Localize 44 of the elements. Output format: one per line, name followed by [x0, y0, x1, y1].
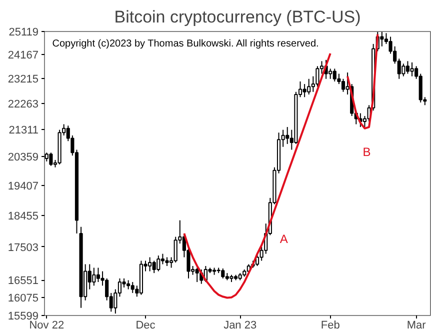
candlestick [195, 267, 199, 283]
annotation: Copyright (c)2023 by Thomas Bulkowski. All rights reserved. [52, 38, 319, 50]
candlestick [302, 84, 306, 98]
y-tick-label: 17503 [8, 242, 39, 254]
y-tick-label: 18455 [8, 210, 39, 222]
candlestick [410, 62, 414, 77]
y-tick-label: 24167 [8, 50, 39, 62]
candlestick [92, 267, 96, 286]
candlestick [49, 152, 53, 166]
candlestick [332, 68, 336, 82]
candlestick [316, 66, 320, 88]
candlestick [406, 60, 410, 74]
y-tick-label: 23215 [8, 73, 39, 86]
candlestick [402, 63, 406, 77]
x-tick-label: Nov 22 [29, 320, 64, 332]
x-tick-label: Feb [320, 320, 340, 332]
line-series [183, 52, 332, 299]
line-series [346, 33, 379, 130]
candlestick [328, 68, 332, 80]
chart-title: Bitcoin cryptocurrency (BTC-US) [114, 8, 361, 26]
annotation: B [362, 145, 371, 160]
candlestick [221, 268, 225, 279]
y-tick-label: 25119 [8, 26, 39, 38]
x-tick-label: Jan 23 [224, 320, 257, 332]
annotation: A [280, 232, 288, 246]
candlestick [380, 32, 384, 47]
candlestick [130, 282, 134, 294]
candlestick [174, 236, 178, 263]
y-tick-label: 15599 [8, 310, 39, 322]
y-tick-label: 20359 [8, 152, 39, 164]
y-tick-label: 22263 [8, 98, 39, 110]
candlestick [286, 126, 290, 144]
candlestick [156, 255, 160, 272]
y-tick-label: 19407 [8, 180, 39, 192]
candlestick [152, 260, 156, 274]
y-tick-label: 16075 [8, 292, 39, 305]
y-tick-label: 16551 [8, 275, 39, 288]
y-tick-label: 21311 [8, 124, 39, 136]
candlestick [96, 267, 100, 283]
candlestick [341, 78, 346, 92]
candlestick [346, 72, 350, 95]
x-tick-label: Mar [406, 320, 426, 332]
x-tick-label: Dec [136, 320, 156, 332]
candlestick [307, 78, 311, 95]
